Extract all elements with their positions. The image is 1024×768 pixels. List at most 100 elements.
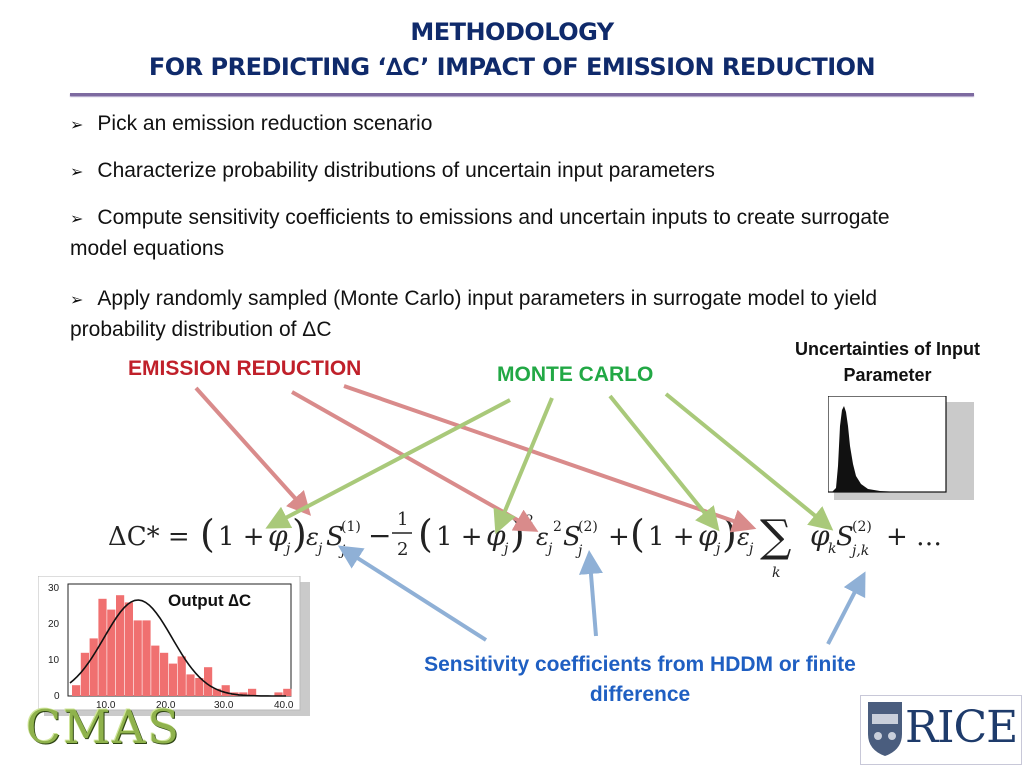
histogram-bar — [186, 674, 195, 696]
svg-text:S: S — [836, 522, 854, 552]
input-distribution-plot — [828, 396, 974, 500]
output-histogram: 30 20 10 0 10.0 20.0 30.0 40.0 Output ∆C — [38, 576, 310, 716]
histogram-bar — [98, 598, 107, 696]
sensitivity-arrow-2 — [579, 550, 603, 637]
svg-text:S: S — [563, 522, 581, 552]
svg-text:1 +: 1 + — [436, 522, 483, 552]
x-tick-10: 10.0 — [96, 700, 116, 711]
svg-text:2: 2 — [397, 539, 408, 560]
svg-text:+: + — [608, 522, 630, 552]
histogram-bar — [160, 652, 169, 696]
histogram-bar — [80, 652, 89, 696]
rice-logo-text: RICE — [905, 702, 1018, 753]
arrow-bullet-icon: ➢ — [70, 162, 84, 181]
svg-text:∑: ∑ — [760, 511, 791, 562]
svg-text:ε: ε — [536, 523, 549, 551]
histogram-bar — [124, 602, 133, 696]
histogram-bar — [89, 638, 98, 696]
bullet-4: ➢ Apply randomly sampled (Monte Carlo) in… — [70, 284, 925, 345]
histogram-bar — [212, 688, 221, 696]
uncertainties-label: Uncertainties of Input Parameter — [794, 339, 980, 385]
histogram-fit-curve — [69, 599, 286, 697]
arrow-bullet-icon: ➢ — [70, 290, 84, 309]
histogram-bar — [107, 609, 116, 696]
svg-text:ε: ε — [306, 523, 319, 551]
y-tick-0: 0 — [54, 691, 60, 702]
histogram-bar — [142, 620, 151, 696]
monte-arrow-3 — [608, 394, 720, 532]
svg-text:(: ( — [630, 512, 645, 556]
bullet-2: ➢ Characterize probability distributions … — [70, 156, 950, 187]
bullet-3-text: Compute sensitivity coefficients to emis… — [70, 206, 890, 260]
sensitivity-arrow-1 — [337, 545, 488, 642]
svg-text:j: j — [713, 541, 721, 557]
monte-arrow-2 — [493, 397, 554, 535]
arrow-bullet-icon: ➢ — [70, 209, 84, 228]
svg-text:j,k: j,k — [849, 543, 869, 559]
svg-text:1 +: 1 + — [648, 522, 695, 552]
monte-arrow-4 — [664, 392, 834, 531]
arrow-bullet-icon: ➢ — [70, 115, 84, 134]
histogram-bar — [195, 678, 204, 696]
emission-arrow-1 — [194, 386, 312, 516]
bullet-1: ➢ Pick an emission reduction scenario — [70, 109, 950, 140]
histogram-bar — [221, 685, 230, 696]
histogram-bar — [116, 595, 125, 696]
bullet-1-text: Pick an emission reduction scenario — [97, 112, 433, 135]
histogram-bar — [133, 620, 142, 696]
histogram-bar — [151, 645, 160, 696]
x-tick-40: 40.0 — [274, 700, 294, 711]
histogram-bar — [204, 667, 213, 696]
sensitivity-arrow-3 — [826, 571, 866, 645]
svg-text:j: j — [315, 541, 323, 557]
svg-text:j: j — [283, 541, 291, 557]
title-divider — [70, 93, 974, 96]
monte-arrow-1 — [265, 398, 511, 529]
svg-text:j: j — [501, 541, 509, 557]
sensitivity-label: Sensitivity coefficients from HDDM or fi… — [424, 653, 856, 706]
svg-text:(1): (1) — [341, 519, 361, 535]
svg-text:(2): (2) — [578, 519, 598, 535]
svg-text:(: ( — [418, 512, 433, 556]
surrogate-model-equation: ΔC* = ( 1 + φ j ) ε j S (1) j − 1 2 ( 1 … — [108, 509, 942, 581]
y-tick-20: 20 — [48, 619, 60, 630]
emission-arrow-3 — [343, 384, 757, 533]
x-tick-30: 30.0 — [214, 700, 234, 711]
histogram-bars — [72, 595, 292, 696]
svg-text:ΔC* =: ΔC* = — [108, 522, 190, 552]
x-tick-20: 20.0 — [156, 700, 176, 711]
rice-shield-icon — [868, 702, 902, 756]
svg-text:j: j — [746, 541, 754, 557]
svg-text:j: j — [545, 541, 553, 557]
emission-arrow-2 — [291, 390, 539, 532]
svg-text:S: S — [326, 522, 344, 552]
svg-text:2: 2 — [553, 519, 562, 535]
histogram-bar — [274, 692, 283, 696]
svg-text:+ …: + … — [886, 522, 942, 552]
title-line-2: FOR PREDICTING ‘∆C’ IMPACT OF EMISSION R… — [148, 53, 876, 81]
svg-text:1 +: 1 + — [218, 522, 265, 552]
svg-text:k: k — [772, 565, 780, 581]
svg-text:j: j — [575, 543, 583, 559]
histogram-bar — [168, 663, 177, 696]
histogram-bar — [283, 688, 292, 696]
bullet-3: ➢ Compute sensitivity coefficients to emi… — [70, 203, 910, 264]
title-line-1: METHODOLOGY — [410, 18, 614, 46]
emission-reduction-label: EMISSION REDUCTION — [128, 357, 362, 380]
svg-text:−: − — [368, 519, 391, 552]
input-distribution-curve — [832, 406, 898, 492]
histogram-bar — [248, 688, 257, 696]
cmas-logo: CMAS — [26, 700, 182, 754]
svg-text:(: ( — [200, 512, 215, 556]
y-tick-10: 10 — [48, 655, 60, 666]
svg-text:(2): (2) — [852, 519, 872, 535]
monte-carlo-label: MONTE CARLO — [497, 363, 654, 386]
histogram-bar — [177, 656, 186, 696]
bullet-4-text: Apply randomly sampled (Monte Carlo) inp… — [70, 287, 878, 341]
svg-text:k: k — [828, 541, 836, 557]
bullet-2-text: Characterize probability distributions o… — [97, 159, 715, 182]
svg-text:1: 1 — [397, 509, 408, 530]
output-label: Output ∆C — [168, 591, 251, 610]
y-tick-30: 30 — [48, 583, 60, 594]
